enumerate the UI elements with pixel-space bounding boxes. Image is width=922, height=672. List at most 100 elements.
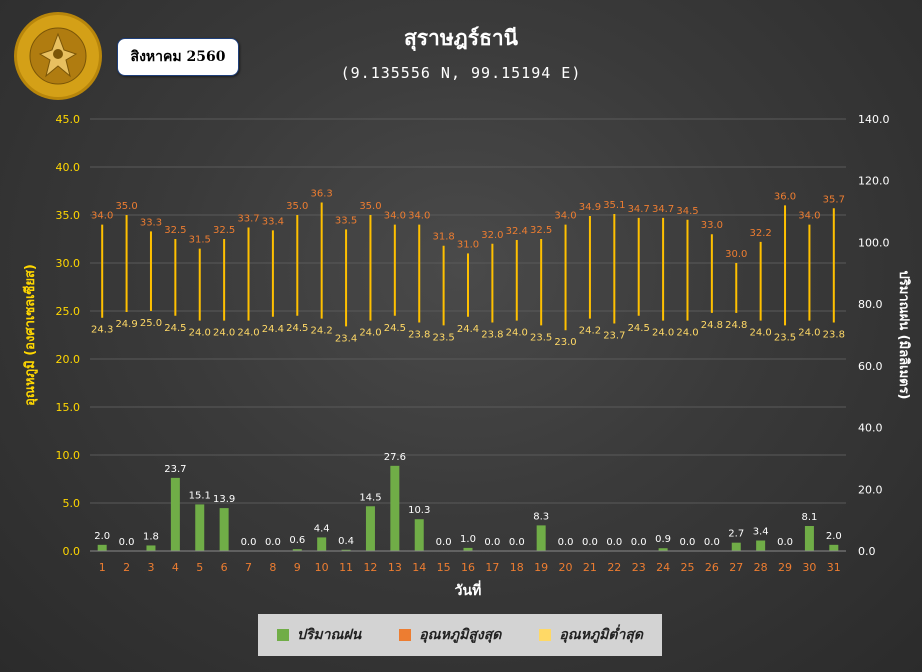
y-left-tick-label: 10.0 [56, 449, 81, 462]
tmin-value-label: 24.0 [189, 328, 211, 339]
tmin-value-label: 23.4 [335, 333, 357, 344]
x-tick-label: 9 [294, 561, 301, 574]
rain-value-label: 8.1 [801, 512, 817, 523]
tmax-value-label: 31.0 [457, 239, 479, 250]
tmin-value-label: 25.0 [140, 318, 162, 329]
x-tick-label: 6 [221, 561, 228, 574]
tmax-value-label: 30.0 [725, 249, 747, 260]
tmax-value-label: 34.0 [408, 211, 430, 222]
rain-value-label: 10.3 [408, 505, 430, 516]
x-tick-label: 8 [269, 561, 276, 574]
x-tick-label: 21 [583, 561, 597, 574]
x-tick-label: 16 [461, 561, 475, 574]
rain-value-label: 0.0 [241, 537, 257, 548]
rain-value-label: 14.5 [359, 492, 381, 503]
chart-subtitle: (9.135556 N, 99.15194 E) [340, 64, 582, 82]
tmax-value-label: 35.7 [823, 194, 845, 205]
tmin-value-label: 24.0 [506, 328, 528, 339]
x-axis-title: วันที่ [455, 580, 482, 599]
x-tick-label: 29 [778, 561, 792, 574]
rain-value-label: 0.0 [119, 537, 135, 548]
tmax-value-label: 33.3 [140, 217, 162, 228]
y-right-tick-label: 140.0 [858, 113, 890, 126]
rain-value-label: 0.0 [606, 537, 622, 548]
tmax-value-label: 32.5 [164, 225, 186, 236]
y-left-tick-label: 15.0 [56, 401, 81, 414]
rain-bar [195, 504, 205, 551]
x-tick-label: 1 [99, 561, 106, 574]
y-left-tick-label: 35.0 [56, 209, 81, 222]
x-tick-label: 22 [607, 561, 621, 574]
y-right-tick-label: 60.0 [858, 360, 883, 373]
rain-value-label: 0.0 [436, 537, 452, 548]
tmax-value-label: 34.0 [384, 211, 406, 222]
rain-value-label: 2.7 [728, 529, 744, 540]
tmax-value-label: 33.4 [262, 216, 284, 227]
tmin-value-label: 24.5 [286, 323, 308, 334]
rain-value-label: 0.0 [582, 537, 598, 548]
tmin-value-label: 23.8 [408, 330, 430, 341]
legend-item-tmin: อุณหภูมิต่ำสุด [539, 624, 643, 646]
y-left-tick-label: 30.0 [56, 257, 81, 270]
y-left-tick-label: 20.0 [56, 353, 81, 366]
tmin-value-label: 24.4 [457, 324, 479, 335]
tmin-value-label: 24.0 [237, 328, 259, 339]
rain-bar [97, 544, 107, 551]
rain-value-label: 8.3 [533, 511, 549, 522]
tmax-value-label: 34.0 [554, 211, 576, 222]
x-tick-label: 7 [245, 561, 252, 574]
rain-bar [341, 549, 351, 551]
x-tick-label: 26 [705, 561, 719, 574]
tmin-value-label: 24.5 [628, 323, 650, 334]
x-tick-label: 5 [196, 561, 203, 574]
rain-value-label: 0.0 [484, 537, 500, 548]
rain-value-label: 0.0 [680, 537, 696, 548]
tmin-value-label: 24.2 [579, 326, 601, 337]
x-tick-label: 2 [123, 561, 130, 574]
tmax-value-label: 32.0 [481, 230, 503, 241]
tmin-value-label: 24.0 [652, 328, 674, 339]
tmax-value-label: 33.7 [237, 213, 259, 224]
y-right-tick-label: 120.0 [858, 175, 890, 188]
tmax-value-label: 34.0 [91, 211, 113, 222]
x-tick-label: 13 [388, 561, 402, 574]
x-tick-label: 3 [147, 561, 154, 574]
tmin-value-label: 24.8 [725, 320, 747, 331]
y-left-tick-label: 45.0 [56, 113, 81, 126]
tmin-value-label: 24.0 [359, 328, 381, 339]
tmax-value-label: 34.7 [652, 204, 674, 215]
rain-bar [365, 506, 375, 551]
axes: 0.05.010.015.020.025.030.035.040.045.00.… [22, 113, 911, 599]
rain-value-label: 0.4 [338, 536, 354, 547]
tmax-value-label: 32.5 [530, 225, 552, 236]
tmin-value-label: 23.8 [481, 330, 503, 341]
tmax-value-label: 35.0 [359, 201, 381, 212]
rain-bar [170, 477, 180, 551]
tmin-value-label: 24.2 [311, 326, 333, 337]
tmax-value-label: 34.7 [628, 204, 650, 215]
tmin-value-label: 24.5 [164, 323, 186, 334]
x-tick-label: 25 [680, 561, 694, 574]
rain-value-label: 1.0 [460, 534, 476, 545]
x-tick-label: 30 [802, 561, 816, 574]
legend-label-tmax: อุณหภูมิสูงสุด [419, 627, 502, 643]
x-tick-label: 23 [632, 561, 646, 574]
rain-value-label: 0.0 [777, 537, 793, 548]
tmin-value-label: 24.9 [115, 319, 137, 330]
x-tick-label: 17 [485, 561, 499, 574]
rain-bar [390, 465, 400, 551]
x-tick-label: 19 [534, 561, 548, 574]
legend: ปริมาณฝน อุณหภูมิสูงสุด อุณหภูมิต่ำสุด [258, 614, 662, 656]
x-tick-label: 27 [729, 561, 743, 574]
tmax-value-label: 32.4 [506, 226, 528, 237]
tmax-value-label: 35.1 [603, 200, 625, 211]
tmax-value-label: 34.9 [579, 202, 601, 213]
rain-value-label: 13.9 [213, 494, 235, 505]
x-tick-label: 18 [510, 561, 524, 574]
y-right-tick-label: 0.0 [858, 545, 876, 558]
x-tick-label: 24 [656, 561, 670, 574]
y-left-axis-title: อุณหภูมิ (องศาเซลเซียส) [22, 264, 38, 406]
y-left-tick-label: 40.0 [56, 161, 81, 174]
tmin-value-label: 24.5 [384, 323, 406, 334]
chart-title: สุราษฎร์ธานี [403, 26, 519, 50]
